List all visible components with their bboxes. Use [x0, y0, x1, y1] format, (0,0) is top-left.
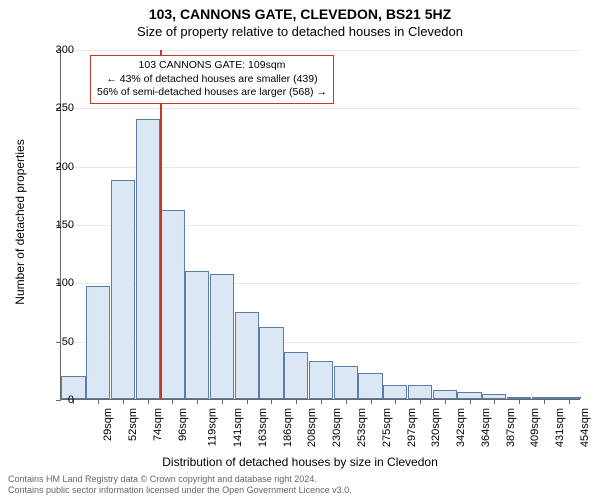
- xtick-label: 253sqm: [356, 408, 368, 447]
- xtick-label: 141sqm: [232, 408, 244, 447]
- histogram-bar: [160, 210, 184, 399]
- histogram-bar: [185, 271, 209, 399]
- ytick-label: 0: [34, 394, 74, 406]
- histogram-bar: [334, 366, 358, 399]
- gridline: [61, 50, 580, 51]
- xtick-label: 454sqm: [579, 408, 591, 447]
- histogram-bar: [235, 312, 259, 400]
- xtick-label: 409sqm: [529, 408, 541, 447]
- histogram-bar: [284, 352, 308, 399]
- histogram-bar: [383, 385, 407, 399]
- xtick-label: 119sqm: [207, 408, 219, 446]
- xtick-mark: [271, 399, 272, 404]
- histogram-bar: [457, 392, 481, 399]
- ytick-label: 150: [34, 219, 74, 231]
- xtick-label: 387sqm: [505, 408, 517, 447]
- xtick-label: 74sqm: [152, 408, 164, 441]
- gridline: [61, 108, 580, 109]
- histogram-bar: [433, 390, 457, 399]
- footer-line-2: Contains public sector information licen…: [8, 485, 352, 496]
- xtick-mark: [296, 399, 297, 404]
- xtick-label: 275sqm: [381, 408, 393, 447]
- xtick-mark: [519, 399, 520, 404]
- xtick-mark: [371, 399, 372, 404]
- xtick-mark: [123, 399, 124, 404]
- footer-line-1: Contains HM Land Registry data © Crown c…: [8, 474, 352, 485]
- xtick-label: 230sqm: [331, 408, 343, 447]
- xtick-label: 364sqm: [480, 408, 492, 447]
- xtick-mark: [470, 399, 471, 404]
- xtick-label: 29sqm: [102, 408, 114, 441]
- histogram-bar: [210, 274, 234, 399]
- ytick-label: 50: [34, 336, 74, 348]
- histogram-bar: [86, 286, 110, 399]
- histogram-bar: [309, 361, 333, 400]
- xtick-mark: [172, 399, 173, 404]
- xtick-mark: [197, 399, 198, 404]
- xtick-mark: [247, 399, 248, 404]
- xtick-label: 96sqm: [177, 408, 189, 441]
- xtick-mark: [346, 399, 347, 404]
- xtick-label: 431sqm: [554, 408, 566, 447]
- histogram-bar: [358, 373, 382, 399]
- xtick-label: 163sqm: [257, 408, 269, 447]
- xtick-label: 52sqm: [127, 408, 139, 441]
- property-size-chart: 103, CANNONS GATE, CLEVEDON, BS21 5HZ Si…: [0, 0, 600, 500]
- xtick-mark: [569, 399, 570, 404]
- xtick-mark: [445, 399, 446, 404]
- annotation-line: 103 CANNONS GATE: 109sqm: [97, 59, 327, 73]
- chart-subtitle: Size of property relative to detached ho…: [0, 24, 600, 39]
- histogram-bar: [136, 119, 160, 399]
- chart-footer: Contains HM Land Registry data © Crown c…: [8, 474, 352, 496]
- xtick-mark: [321, 399, 322, 404]
- xtick-mark: [98, 399, 99, 404]
- xtick-mark: [420, 399, 421, 404]
- xtick-mark: [148, 399, 149, 404]
- ytick-label: 200: [34, 161, 74, 173]
- xtick-mark: [395, 399, 396, 404]
- annotation-line: ← 43% of detached houses are smaller (43…: [97, 73, 327, 87]
- xtick-mark: [222, 399, 223, 404]
- histogram-bar: [111, 180, 135, 399]
- y-axis-label: Number of detached properties: [13, 122, 27, 322]
- xtick-label: 342sqm: [455, 408, 467, 447]
- chart-title-address: 103, CANNONS GATE, CLEVEDON, BS21 5HZ: [0, 6, 600, 22]
- xtick-label: 320sqm: [430, 408, 442, 447]
- x-axis-label: Distribution of detached houses by size …: [0, 455, 600, 469]
- ytick-label: 300: [34, 44, 74, 56]
- ytick-label: 100: [34, 277, 74, 289]
- histogram-bar: [259, 327, 283, 399]
- xtick-label: 208sqm: [307, 408, 319, 447]
- xtick-mark: [544, 399, 545, 404]
- ytick-label: 250: [34, 102, 74, 114]
- annotation-box: 103 CANNONS GATE: 109sqm← 43% of detache…: [90, 55, 334, 104]
- annotation-line: 56% of semi-detached houses are larger (…: [97, 86, 327, 100]
- xtick-label: 297sqm: [406, 408, 418, 447]
- xtick-label: 186sqm: [282, 408, 294, 447]
- histogram-bar: [408, 385, 432, 399]
- xtick-mark: [494, 399, 495, 404]
